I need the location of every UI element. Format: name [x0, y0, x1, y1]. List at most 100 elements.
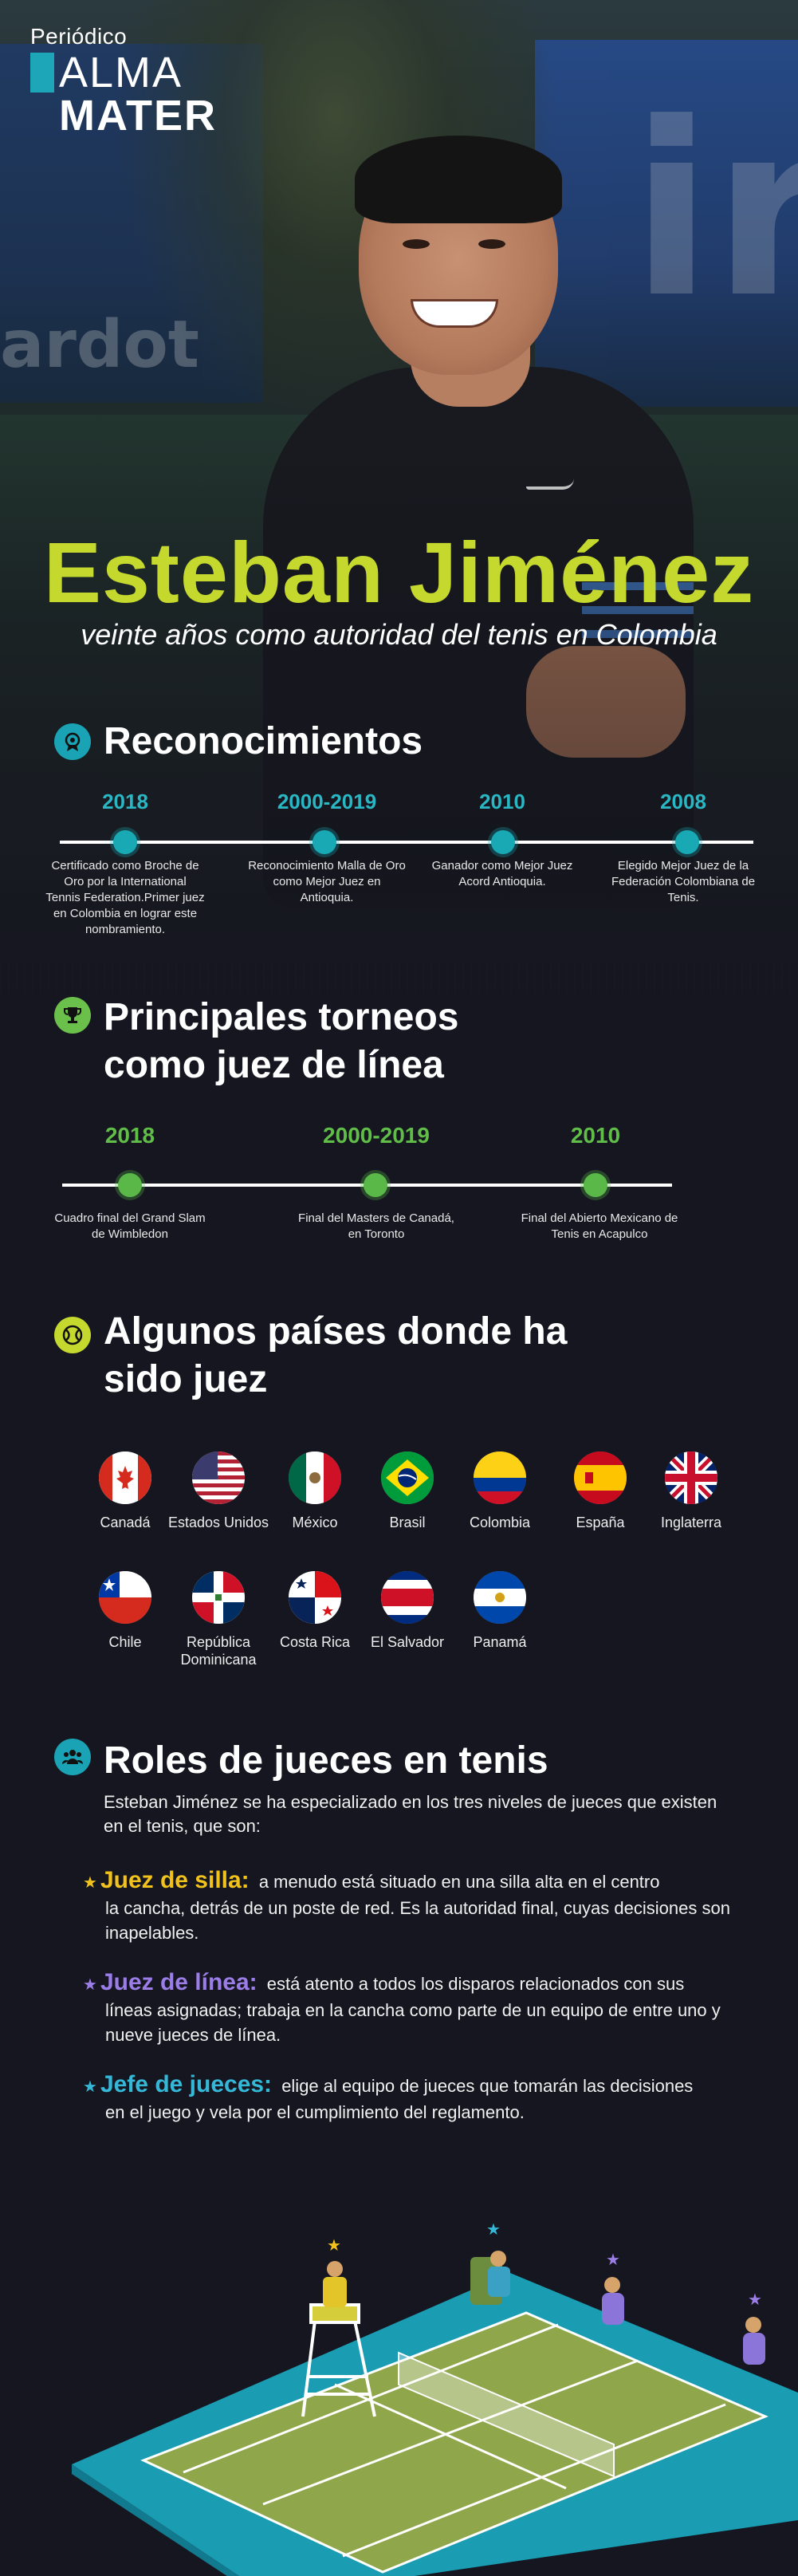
country-item: El Salvador — [348, 1571, 467, 1651]
canada-flag-icon — [99, 1451, 151, 1504]
reconocimiento-text: Certificado como Broche de Oro por la In… — [45, 859, 205, 936]
usa-flag-icon — [192, 1451, 245, 1504]
timeline-dot — [491, 830, 515, 854]
reconocimiento-year: 2008 — [660, 790, 706, 813]
uk-flag-icon — [665, 1451, 717, 1504]
role-text: líneas asignadas; trabaja en la cancha c… — [105, 2000, 721, 2045]
timeline-dot — [584, 1173, 607, 1197]
country-name: Colombia — [469, 1514, 531, 1530]
logo-row: ALMA — [30, 49, 217, 97]
timeline-dot — [364, 1173, 387, 1197]
role-text: en el juego y vela por el cumplimiento d… — [105, 2102, 525, 2122]
hero-name: Esteban Jiménez — [43, 524, 755, 620]
country-name: Chile — [108, 1634, 142, 1650]
star-icon: ★ — [83, 2078, 97, 2096]
country-item: Estados Unidos — [159, 1451, 278, 1531]
country-item: Canadá — [65, 1451, 185, 1531]
svg-text:★: ★ — [748, 2291, 762, 2309]
role-text-first: está atento a todos los disparos relacio… — [266, 1974, 685, 1994]
torneo-year: 2018 — [104, 1123, 155, 1148]
torneo-text: Final del Abierto Mexicano de Tenis en A… — [521, 1211, 678, 1241]
country-name: Estados Unidos — [167, 1514, 269, 1530]
country-item: Panamá — [440, 1571, 560, 1651]
country-name: Canadá — [100, 1514, 151, 1530]
logo-mark-icon — [30, 53, 54, 93]
hero-fade-overlay — [0, 447, 798, 1013]
reconocimiento-text: Ganador como Mejor Juez Acord Antioquia. — [431, 859, 573, 888]
umpire-chair — [301, 2303, 376, 2417]
torneos-title: Principales torneos como juez de línea — [104, 994, 458, 1089]
country-name: España — [576, 1514, 625, 1530]
group-icon — [54, 1739, 91, 1775]
portrait-hair — [355, 136, 562, 223]
paises-title-line2: sido juez — [104, 1358, 268, 1400]
country-name: República Dominicana — [180, 1634, 257, 1668]
reconocimientos-timeline — [60, 841, 753, 844]
country-name: Panamá — [473, 1634, 527, 1650]
role-name: Juez de silla: — [100, 1867, 250, 1893]
trophy-icon — [54, 997, 91, 1034]
hero-subtitle: veinte años como autoridad del tenis en … — [81, 618, 717, 651]
tennis-court-illustration: ★ ★ ★ ★ — [0, 2185, 798, 2576]
country-name: México — [292, 1514, 338, 1530]
brand-logo[interactable]: Periódico ALMA MATER — [30, 24, 217, 139]
svg-text:★: ★ — [327, 2237, 341, 2255]
country-name: Costa Rica — [279, 1634, 351, 1650]
role-text-first: elige al equipo de jueces que tomarán la… — [281, 2076, 694, 2096]
mexico-flag-icon — [289, 1451, 341, 1504]
portrait-eye — [478, 239, 505, 249]
reconocimientos-title: Reconocimientos — [104, 720, 423, 762]
role-text: la cancha, detrás de un poste de red. Es… — [105, 1898, 730, 1943]
dominican-republic-flag-icon — [192, 1571, 245, 1624]
court-net — [398, 2351, 615, 2478]
country-name: Inglaterra — [660, 1514, 722, 1530]
torneo-text: Cuadro final del Grand Slam de Wimbledon — [54, 1211, 206, 1241]
svg-text:★: ★ — [606, 2251, 620, 2269]
svg-text:★: ★ — [486, 2221, 501, 2239]
reconocimiento-text: Elegido Mejor Juez de la Federación Colo… — [611, 859, 756, 904]
country-item: México — [255, 1451, 375, 1531]
role-name: Juez de línea: — [100, 1969, 257, 1995]
reconocimiento-text: Reconocimiento Malla de Oro como Mejor J… — [248, 859, 406, 904]
timeline-dot — [313, 830, 336, 854]
logo-line2: MATER — [59, 92, 217, 140]
star-icon: ★ — [83, 1976, 97, 1994]
chile-flag-icon — [99, 1571, 151, 1624]
tennis-ball-icon — [54, 1317, 91, 1353]
portrait-eye — [403, 239, 430, 249]
torneo-year: 2010 — [570, 1123, 621, 1148]
medal-icon — [54, 723, 91, 760]
paises-title: Algunos países donde ha sido juez — [104, 1308, 567, 1404]
role-item: ★ Juez de línea: está atento a todos los … — [83, 1970, 753, 2047]
country-item: Inglaterra — [631, 1451, 751, 1531]
timeline-dot — [675, 830, 699, 854]
country-item: Chile — [65, 1571, 185, 1651]
timeline-dot — [118, 1173, 142, 1197]
torneos-title-line2: como juez de línea — [104, 1044, 444, 1086]
torneo-year: 2000-2019 — [323, 1123, 430, 1148]
country-name: El Salvador — [370, 1634, 445, 1650]
panama-flag-icon — [289, 1571, 341, 1624]
reconocimiento-year: 2018 — [102, 790, 148, 813]
role-name: Jefe de jueces: — [100, 2071, 273, 2097]
role-item: ★ Juez de silla: a menudo está situado en… — [83, 1868, 753, 1945]
el-salvador-flag-icon — [474, 1571, 526, 1624]
star-icon: ★ — [83, 1874, 97, 1892]
colombia-flag-icon — [474, 1451, 526, 1504]
reconocimiento-year: 2010 — [479, 790, 525, 813]
torneo-text: Final del Masters de Canadá, en Toronto — [298, 1211, 454, 1241]
timeline-dot — [113, 830, 137, 854]
roles-title: Roles de jueces en tenis — [104, 1739, 548, 1782]
paises-title-line1: Algunos países donde ha — [104, 1310, 568, 1353]
banner-text-right: ir — [631, 72, 798, 350]
role-item: ★ Jefe de jueces: elige al equipo de juec… — [83, 2072, 753, 2125]
country-item: España — [541, 1451, 660, 1531]
logo-prefix: Periódico — [30, 24, 128, 49]
hero-section: ardot ir — [0, 0, 798, 1013]
logo-line1: ALMA — [59, 49, 183, 97]
country-item: Colombia — [440, 1451, 560, 1531]
country-item: Costa Rica — [255, 1571, 375, 1651]
roles-intro: Esteban Jiménez se ha especializado en l… — [104, 1792, 717, 1836]
brazil-flag-icon — [381, 1451, 434, 1504]
country-name: Brasil — [389, 1514, 426, 1530]
